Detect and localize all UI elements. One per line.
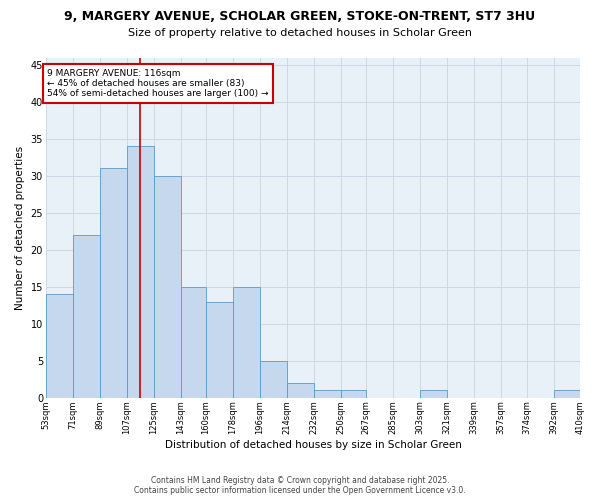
Bar bbox=[314, 390, 341, 398]
Bar bbox=[554, 390, 580, 398]
Bar bbox=[73, 235, 100, 398]
Text: 9 MARGERY AVENUE: 116sqm
← 45% of detached houses are smaller (83)
54% of semi-d: 9 MARGERY AVENUE: 116sqm ← 45% of detach… bbox=[47, 68, 269, 98]
Bar bbox=[420, 390, 447, 398]
Bar bbox=[100, 168, 127, 398]
Bar bbox=[154, 176, 181, 398]
Y-axis label: Number of detached properties: Number of detached properties bbox=[15, 146, 25, 310]
Text: Size of property relative to detached houses in Scholar Green: Size of property relative to detached ho… bbox=[128, 28, 472, 38]
Bar bbox=[181, 287, 206, 398]
Bar bbox=[206, 302, 233, 398]
X-axis label: Distribution of detached houses by size in Scholar Green: Distribution of detached houses by size … bbox=[165, 440, 461, 450]
Bar bbox=[341, 390, 367, 398]
Bar bbox=[287, 383, 314, 398]
Text: Contains HM Land Registry data © Crown copyright and database right 2025.
Contai: Contains HM Land Registry data © Crown c… bbox=[134, 476, 466, 495]
Bar bbox=[46, 294, 73, 398]
Text: 9, MARGERY AVENUE, SCHOLAR GREEN, STOKE-ON-TRENT, ST7 3HU: 9, MARGERY AVENUE, SCHOLAR GREEN, STOKE-… bbox=[64, 10, 536, 23]
Bar bbox=[233, 287, 260, 398]
Bar bbox=[260, 361, 287, 398]
Bar bbox=[127, 146, 154, 398]
